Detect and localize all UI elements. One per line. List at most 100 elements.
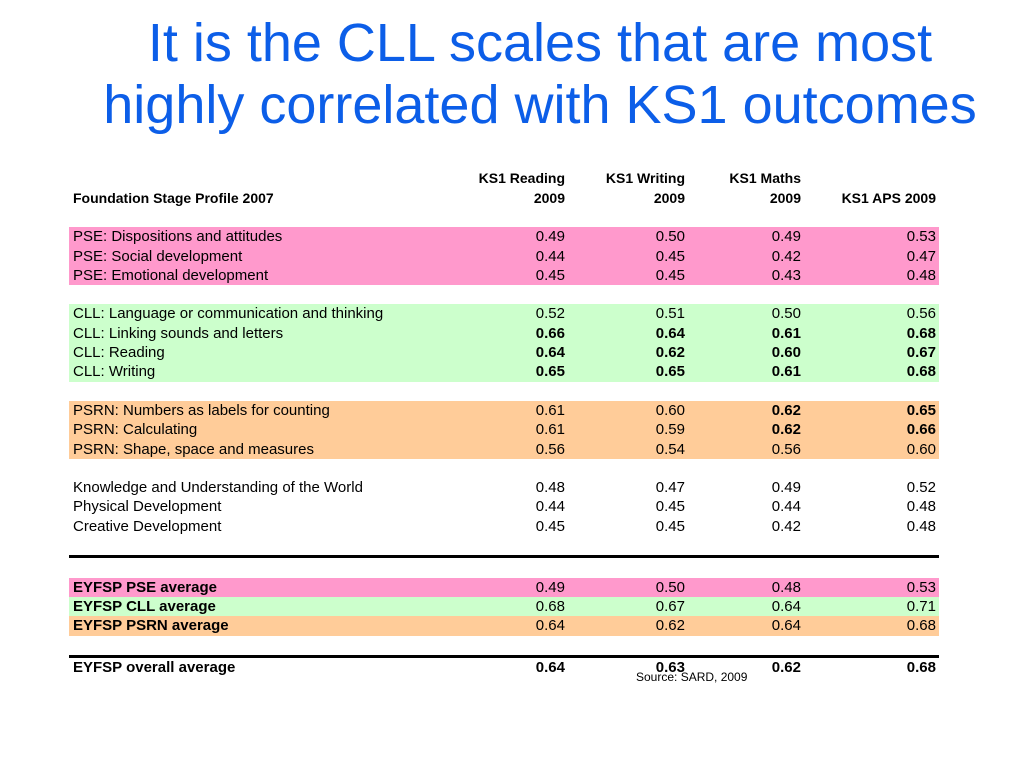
header-label: Foundation Stage Profile 2007 xyxy=(73,190,274,206)
table-row: PSRN: Calculating 0.61 0.59 0.62 0.66 xyxy=(69,420,939,440)
header-ks1-aps: KS1 APS 2009 xyxy=(841,190,936,206)
table-row: CLL: Writing 0.65 0.65 0.61 0.68 xyxy=(69,362,939,382)
row-value: 0.48 xyxy=(535,479,565,497)
row-label: CLL: Writing xyxy=(73,363,156,381)
spacer xyxy=(69,459,939,478)
row-value: 0.50 xyxy=(771,305,801,323)
spacer xyxy=(69,558,939,577)
row-value: 0.43 xyxy=(771,266,801,284)
spacer xyxy=(69,636,939,655)
row-label: EYFSP PSRN average xyxy=(73,617,229,635)
row-value: 0.48 xyxy=(771,578,801,596)
row-label: CLL: Reading xyxy=(73,344,165,362)
table-row: PSE: Social development 0.44 0.45 0.42 0.47 xyxy=(69,246,939,266)
row-value: 0.52 xyxy=(535,305,565,323)
row-value: 0.62 xyxy=(655,344,685,362)
row-value: 0.68 xyxy=(906,324,936,342)
row-value: 0.64 xyxy=(771,617,801,635)
average-rows: EYFSP PSE average 0.49 0.50 0.48 0.53 EYFSP C… xyxy=(69,577,939,636)
row-value: 0.62 xyxy=(771,401,801,419)
row-label: PSE: Social development xyxy=(73,247,243,265)
row-value: 0.45 xyxy=(535,266,565,284)
row-value: 0.68 xyxy=(906,617,936,635)
table-row: PSRN: Shape, space and measures 0.56 0.54 0… xyxy=(69,439,939,459)
row-label: PSRN: Numbers as labels for counting xyxy=(73,401,330,419)
table-row: Physical Development 0.44 0.45 0.44 0.48 xyxy=(69,497,939,516)
spacer xyxy=(69,285,939,304)
overall-row: EYFSP overall average 0.64 0.63 0.62 0.68 xyxy=(69,658,939,677)
header-ks1-writing: KS1 Writing 2009 xyxy=(605,170,685,206)
divider-rule xyxy=(69,555,939,559)
row-value: 0.56 xyxy=(771,440,801,458)
row-label: Physical Development xyxy=(73,498,222,516)
row-value: 0.53 xyxy=(906,228,936,246)
row-value: 0.50 xyxy=(655,228,685,246)
row-value: 0.52 xyxy=(906,479,936,497)
row-value: 0.51 xyxy=(655,305,685,323)
row-value: 0.64 xyxy=(535,617,565,635)
row-value: 0.44 xyxy=(771,498,801,516)
table-row: Creative Development 0.45 0.45 0.42 0.48 xyxy=(69,517,939,536)
row-value: 0.42 xyxy=(771,517,801,535)
row-value: 0.65 xyxy=(535,363,565,381)
row-value: 0.64 xyxy=(771,597,801,615)
row-value: 0.68 xyxy=(906,363,936,381)
spacer xyxy=(69,382,939,401)
row-label: Knowledge and Understanding of the World xyxy=(73,479,363,497)
row-value: 0.65 xyxy=(906,401,936,419)
row-value: 0.62 xyxy=(771,421,801,439)
row-value: 0.47 xyxy=(906,247,936,265)
row-value: 0.48 xyxy=(906,266,936,284)
row-label: Creative Development xyxy=(73,517,222,535)
table-row: PSE: Emotional development 0.45 0.45 0.43 0.… xyxy=(69,265,939,286)
row-value: 0.56 xyxy=(906,305,936,323)
row-value: 0.61 xyxy=(535,401,565,419)
average-row: EYFSP PSE average 0.49 0.50 0.48 0.53 xyxy=(69,577,939,597)
row-value: 0.71 xyxy=(906,597,936,615)
table-row: PSE: Dispositions and attitudes 0.49 0.50 0… xyxy=(69,227,939,247)
row-value: 0.50 xyxy=(655,578,685,596)
row-value: 0.66 xyxy=(535,324,565,342)
source-note: Source: SARD, 2009 xyxy=(636,670,748,684)
row-value: 0.48 xyxy=(906,498,936,516)
correlation-table: Foundation Stage Profile 2007 KS1 Readin… xyxy=(69,168,939,677)
row-label: PSE: Emotional development xyxy=(73,266,269,284)
row-value: 0.68 xyxy=(535,597,565,615)
row-label: CLL: Linking sounds and letters xyxy=(73,324,284,342)
row-label: EYFSP CLL average xyxy=(73,597,216,615)
row-label: PSRN: Shape, space and measures xyxy=(73,440,314,458)
row-value: 0.45 xyxy=(535,517,565,535)
row-value: 0.64 xyxy=(535,658,565,676)
row-value: 0.60 xyxy=(655,401,685,419)
row-value: 0.47 xyxy=(655,479,685,497)
table-row: CLL: Language or communication and think… xyxy=(69,304,939,324)
row-label: EYFSP overall average xyxy=(73,658,236,676)
row-value: 0.61 xyxy=(771,363,801,381)
row-value: 0.44 xyxy=(535,247,565,265)
row-value: 0.67 xyxy=(655,597,685,615)
row-value: 0.45 xyxy=(655,247,685,265)
row-value: 0.49 xyxy=(535,228,565,246)
scale-groups: PSE: Dispositions and attitudes 0.49 0.50 0… xyxy=(69,227,939,536)
row-value: 0.42 xyxy=(771,247,801,265)
table-row: Knowledge and Understanding of the World… xyxy=(69,478,939,497)
row-value: 0.61 xyxy=(535,421,565,439)
row-value: 0.49 xyxy=(771,479,801,497)
row-value: 0.59 xyxy=(655,421,685,439)
row-value: 0.67 xyxy=(906,344,936,362)
row-value: 0.44 xyxy=(535,498,565,516)
row-value: 0.62 xyxy=(771,658,801,676)
row-value: 0.60 xyxy=(906,440,936,458)
overall-row-container: EYFSP overall average 0.64 0.63 0.62 0.68 xyxy=(69,658,939,677)
row-value: 0.49 xyxy=(535,578,565,596)
spacer xyxy=(69,536,939,555)
row-value: 0.49 xyxy=(771,228,801,246)
divider-rule xyxy=(69,654,939,658)
row-value: 0.66 xyxy=(906,421,936,439)
spacer xyxy=(69,208,939,227)
row-value: 0.45 xyxy=(655,266,685,284)
row-label: EYFSP PSE average xyxy=(73,578,217,596)
table-row: CLL: Linking sounds and letters 0.66 0.64 0… xyxy=(69,323,939,344)
row-value: 0.62 xyxy=(655,617,685,635)
row-value: 0.64 xyxy=(535,344,565,362)
